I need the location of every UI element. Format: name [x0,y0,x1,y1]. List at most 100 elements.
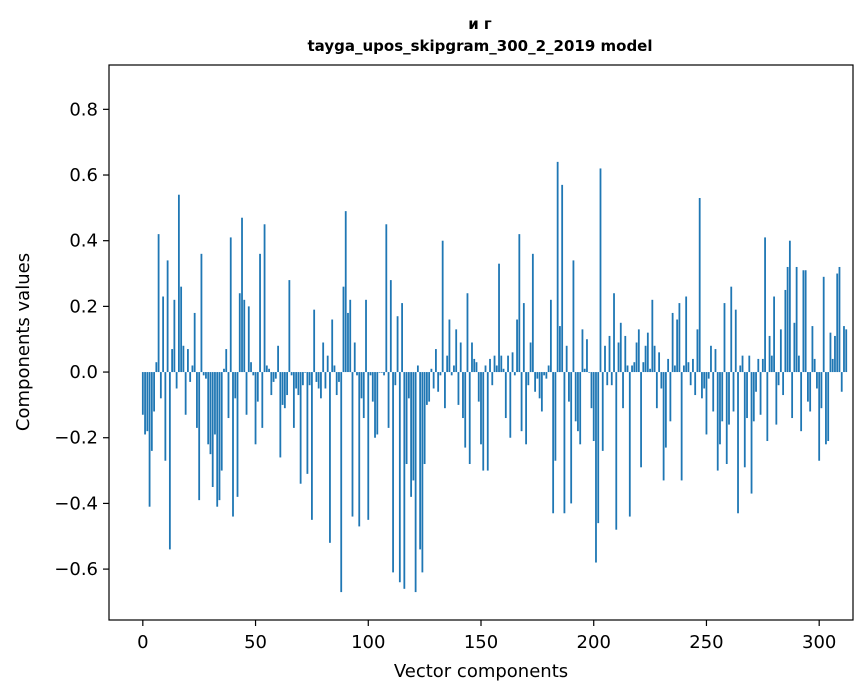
bar [292,372,295,428]
bar [755,372,757,392]
bar [840,372,843,392]
bar [653,345,656,373]
bar [473,358,476,373]
bar [678,303,681,373]
bar [545,372,548,379]
bar [311,372,313,520]
bar [750,372,753,494]
bar [247,306,250,373]
bar [376,372,379,435]
bar [367,372,370,520]
bar [457,372,460,405]
y-tick-label: −0.4 [54,493,98,514]
bar [525,372,527,445]
x-axis: 0 50 100 150 200 250 300 [137,620,836,653]
bar [322,342,325,373]
bar [187,349,189,373]
bar [146,372,149,432]
bar [689,372,692,386]
bar [482,372,485,471]
bar [374,372,376,438]
bar [701,372,703,399]
bar [141,372,144,415]
bar [326,355,329,373]
bar [320,372,322,399]
bar [407,372,410,399]
bar [209,372,212,455]
bar [385,224,388,373]
bar [295,372,298,389]
bar [448,319,451,373]
bar [516,319,518,373]
bar [739,365,742,373]
bar [818,372,821,461]
bar [784,289,787,373]
bar-series [141,161,848,593]
bar [570,372,573,504]
bar [683,365,685,373]
x-tick-label: 300 [802,632,836,653]
bar [338,372,340,382]
bar [241,217,243,373]
bar [218,372,221,501]
bar [696,329,699,373]
bar [362,372,365,419]
bar [759,372,762,415]
bar [642,362,645,373]
bar [764,237,766,373]
bar [786,266,789,373]
bar [502,368,505,373]
bar [554,372,557,461]
bar [419,372,422,550]
bar [669,372,672,422]
bar [543,372,546,376]
bar [353,342,356,373]
bar [464,372,467,448]
bar [401,303,403,373]
bar [680,372,683,481]
y-tick-label: −0.2 [54,428,98,449]
bar [455,329,458,373]
bar [538,372,541,399]
bar [159,372,162,399]
bar [710,345,712,373]
bar [617,342,620,373]
bar [462,372,464,419]
bar [477,372,480,402]
bar [592,372,595,442]
bar [773,296,775,373]
x-tick-label: 50 [244,632,267,653]
bar [380,372,383,373]
bar [416,365,419,373]
bar [583,368,586,373]
bar [777,372,780,386]
bar [153,372,155,412]
bar [331,319,334,373]
bar [184,372,187,415]
bar [723,303,726,373]
bar [245,372,248,415]
bar [182,345,185,373]
bar [480,372,482,445]
bar [768,335,771,373]
bar [716,372,719,471]
bar [734,309,737,373]
bar [414,372,417,593]
bar [437,372,440,392]
bar [468,372,471,465]
bar [272,372,275,382]
bar [500,355,503,373]
x-tick-label: 200 [577,632,611,653]
bar [299,372,302,484]
y-tick-label: 0.6 [69,165,98,186]
bar [655,372,658,409]
bar [671,312,674,373]
bar [324,372,327,389]
bar [586,339,588,373]
bar [412,372,415,481]
bar [347,312,349,373]
bar [191,365,194,373]
bar [825,372,827,445]
bar [238,293,241,373]
bar [836,273,839,373]
